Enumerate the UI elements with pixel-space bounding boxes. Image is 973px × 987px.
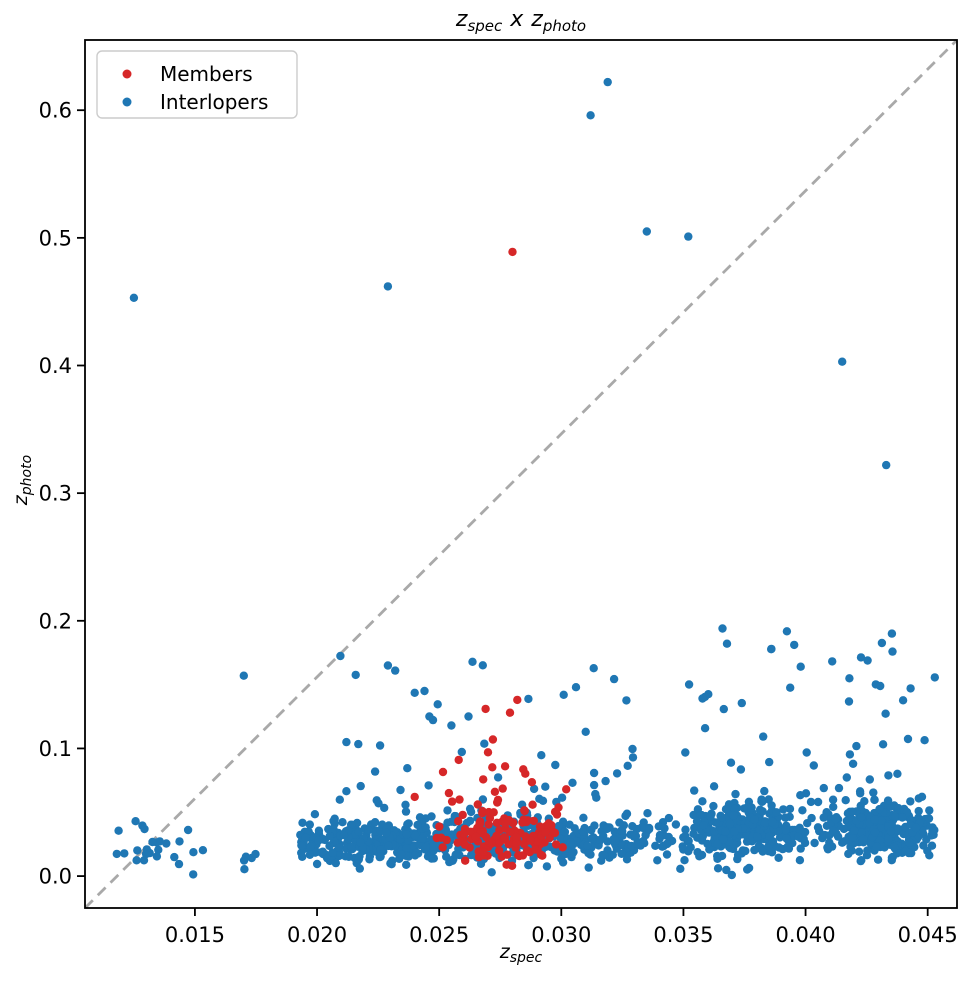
legend: Members Interlopers	[96, 50, 298, 119]
svg-text:0.020: 0.020	[287, 923, 347, 947]
legend-entry-members: Members	[122, 62, 253, 86]
chart-title: zspec x zphoto	[455, 7, 586, 35]
legend-entry-interlopers: Interlopers	[122, 90, 268, 114]
y-axis-ticks: 0.0 0.1 0.2 0.3 0.4 0.5 0.6	[39, 99, 85, 889]
svg-text:0.030: 0.030	[531, 923, 591, 947]
legend-label-interlopers: Interlopers	[160, 90, 268, 114]
x-axis-label: zspec	[499, 941, 543, 966]
members-marker-icon	[122, 69, 132, 79]
interlopers-marker-icon	[122, 97, 132, 107]
svg-text:0.015: 0.015	[165, 923, 225, 947]
scatter-points-interlopers	[112, 77, 939, 880]
svg-text:0.0: 0.0	[39, 865, 72, 889]
scatter-points-members	[410, 247, 571, 870]
identity-line	[84, 39, 958, 909]
svg-text:0.3: 0.3	[39, 482, 72, 506]
svg-text:0.4: 0.4	[39, 354, 72, 378]
svg-text:0.5: 0.5	[39, 226, 72, 250]
svg-text:0.045: 0.045	[898, 923, 958, 947]
legend-label-members: Members	[160, 62, 253, 86]
plot-border	[84, 39, 958, 909]
legend-box	[96, 50, 298, 119]
x-axis-ticks: 0.015 0.020 0.025 0.030 0.035 0.040 0.045	[165, 908, 958, 947]
svg-text:0.025: 0.025	[409, 923, 469, 947]
svg-text:0.040: 0.040	[775, 923, 835, 947]
y-axis-label: zphoto	[10, 455, 35, 506]
svg-text:0.6: 0.6	[39, 99, 72, 123]
svg-text:0.2: 0.2	[39, 609, 72, 633]
svg-text:0.035: 0.035	[653, 923, 713, 947]
svg-text:0.1: 0.1	[39, 737, 72, 761]
